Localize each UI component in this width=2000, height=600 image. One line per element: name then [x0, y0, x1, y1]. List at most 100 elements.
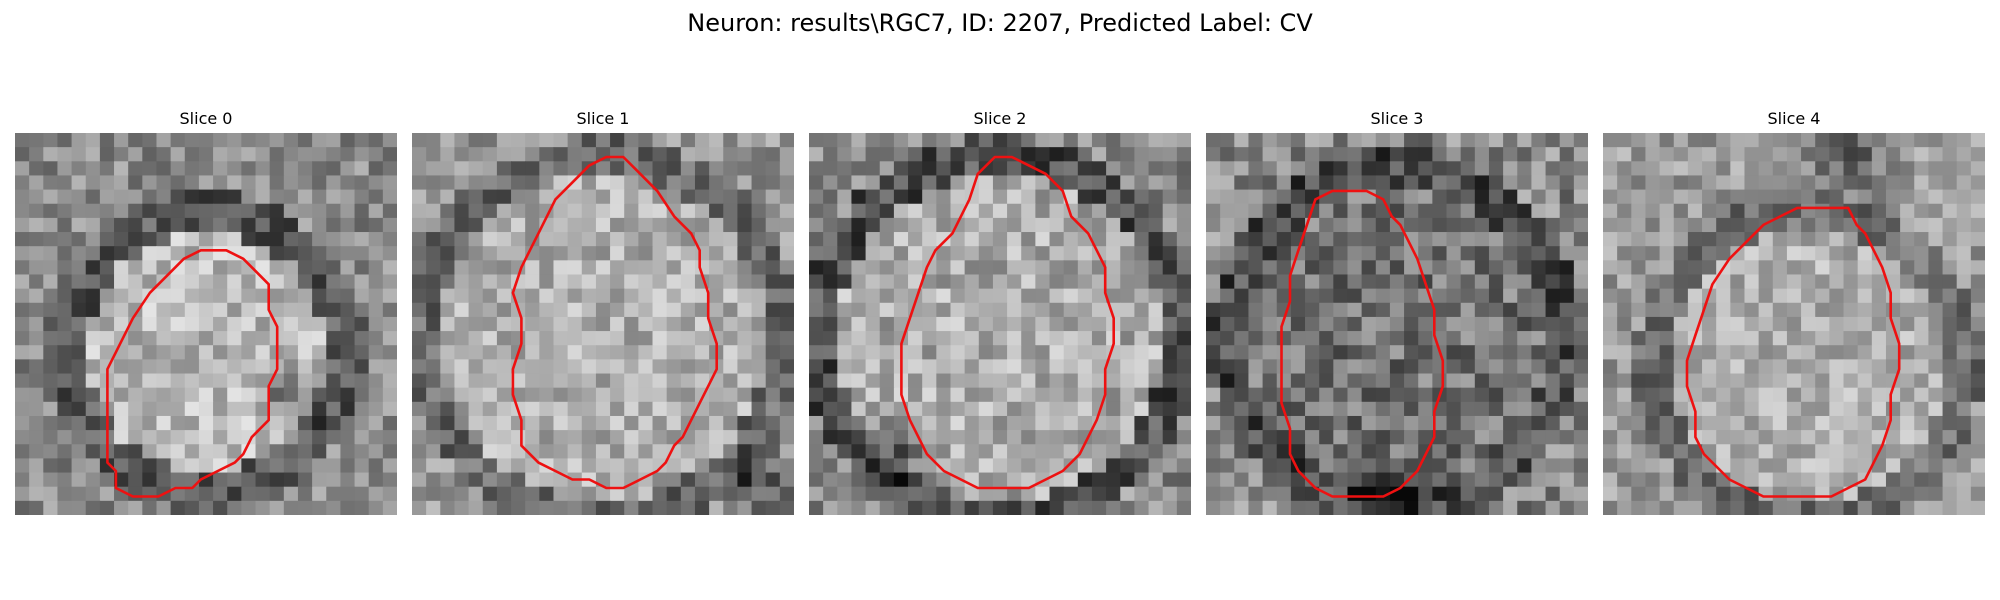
image-pixel: [1077, 147, 1093, 162]
image-pixel: [610, 274, 625, 290]
image-pixel: [57, 359, 73, 375]
image-pixel: [213, 486, 228, 502]
image-pixel: [624, 288, 639, 304]
image-pixel: [1333, 500, 1349, 515]
image-pixel: [1389, 161, 1405, 177]
image-pixel: [1645, 288, 1661, 304]
image-pixel: [170, 444, 186, 460]
image-pixel: [1786, 133, 1802, 148]
image-pixel: [1319, 217, 1334, 233]
image-pixel: [666, 189, 682, 205]
image-pixel: [879, 316, 895, 332]
image-pixel: [1404, 472, 1419, 488]
image-pixel: [1162, 288, 1178, 304]
image-pixel: [837, 359, 853, 375]
image-pixel: [1928, 260, 1944, 276]
image-pixel: [1885, 260, 1901, 276]
image-pixel: [1517, 260, 1533, 276]
image-pixel: [751, 359, 767, 375]
image-pixel: [1120, 430, 1136, 445]
image-pixel: [382, 274, 397, 290]
image-pixel: [43, 373, 59, 389]
image-pixel: [1673, 217, 1689, 233]
image-pixel: [241, 246, 257, 261]
image-pixel: [1730, 331, 1746, 346]
image-pixel: [1148, 331, 1164, 346]
image-pixel: [496, 316, 512, 332]
image-pixel: [29, 415, 44, 431]
image-pixel: [978, 246, 994, 261]
image-pixel: [1645, 345, 1661, 360]
image-pixel: [269, 133, 285, 148]
image-pixel: [1418, 331, 1433, 346]
image-pixel: [751, 415, 767, 431]
image-pixel: [1432, 175, 1448, 191]
image-pixel: [936, 147, 952, 162]
image-pixel: [1716, 288, 1731, 304]
image-pixel: [1603, 373, 1618, 389]
image-pixel: [1786, 175, 1802, 191]
image-pixel: [1970, 189, 1985, 205]
image-pixel: [851, 260, 867, 276]
image-pixel: [893, 147, 909, 162]
image-pixel: [213, 387, 228, 403]
image-pixel: [1702, 331, 1717, 346]
image-pixel: [1829, 359, 1845, 375]
image-pixel: [624, 415, 639, 431]
image-pixel: [1106, 387, 1121, 403]
image-pixel: [1631, 260, 1647, 276]
image-pixel: [482, 232, 498, 247]
image-pixel: [624, 217, 639, 233]
image-pixel: [283, 458, 299, 474]
image-pixel: [837, 203, 853, 219]
image-pixel: [1220, 415, 1235, 431]
image-pixel: [99, 345, 115, 360]
image-pixel: [1801, 147, 1816, 162]
image-pixel: [525, 217, 540, 233]
image-pixel: [43, 189, 59, 205]
image-pixel: [156, 331, 172, 346]
image-pixel: [1248, 387, 1264, 403]
image-pixel: [666, 232, 682, 247]
image-pixel: [85, 373, 101, 389]
image-pixel: [837, 486, 853, 502]
image-pixel: [595, 373, 611, 389]
image-pixel: [340, 302, 356, 318]
image-pixel: [992, 316, 1008, 332]
image-pixel: [1900, 444, 1915, 460]
image-pixel: [114, 415, 129, 431]
image-pixel: [496, 387, 512, 403]
image-pixel: [1928, 401, 1944, 417]
image-pixel: [1262, 500, 1278, 515]
image-pixel: [581, 373, 597, 389]
image-pixel: [922, 373, 937, 389]
image-pixel: [992, 359, 1008, 375]
image-pixel: [440, 387, 456, 403]
image-pixel: [1007, 217, 1022, 233]
image-pixel: [1234, 203, 1250, 219]
image-pixel: [15, 189, 30, 205]
image-pixel: [1176, 472, 1191, 488]
image-pixel: [283, 444, 299, 460]
image-pixel: [1418, 486, 1433, 502]
image-pixel: [1758, 401, 1774, 417]
image-pixel: [354, 288, 370, 304]
image-pixel: [1361, 373, 1377, 389]
image-pixel: [482, 486, 498, 502]
image-pixel: [751, 486, 767, 502]
image-pixel: [1559, 302, 1575, 318]
image-pixel: [1659, 387, 1675, 403]
image-pixel: [1162, 331, 1178, 346]
image-pixel: [751, 133, 767, 148]
image-pixel: [170, 316, 186, 332]
image-pixel: [227, 387, 242, 403]
image-pixel: [680, 387, 696, 403]
image-pixel: [368, 430, 384, 445]
image-pixel: [1659, 486, 1675, 502]
image-pixel: [1418, 147, 1433, 162]
image-pixel: [694, 458, 710, 474]
image-pixel: [15, 500, 30, 515]
image-pixel: [368, 288, 384, 304]
image-pixel: [1730, 246, 1746, 261]
image-pixel: [1404, 189, 1419, 205]
